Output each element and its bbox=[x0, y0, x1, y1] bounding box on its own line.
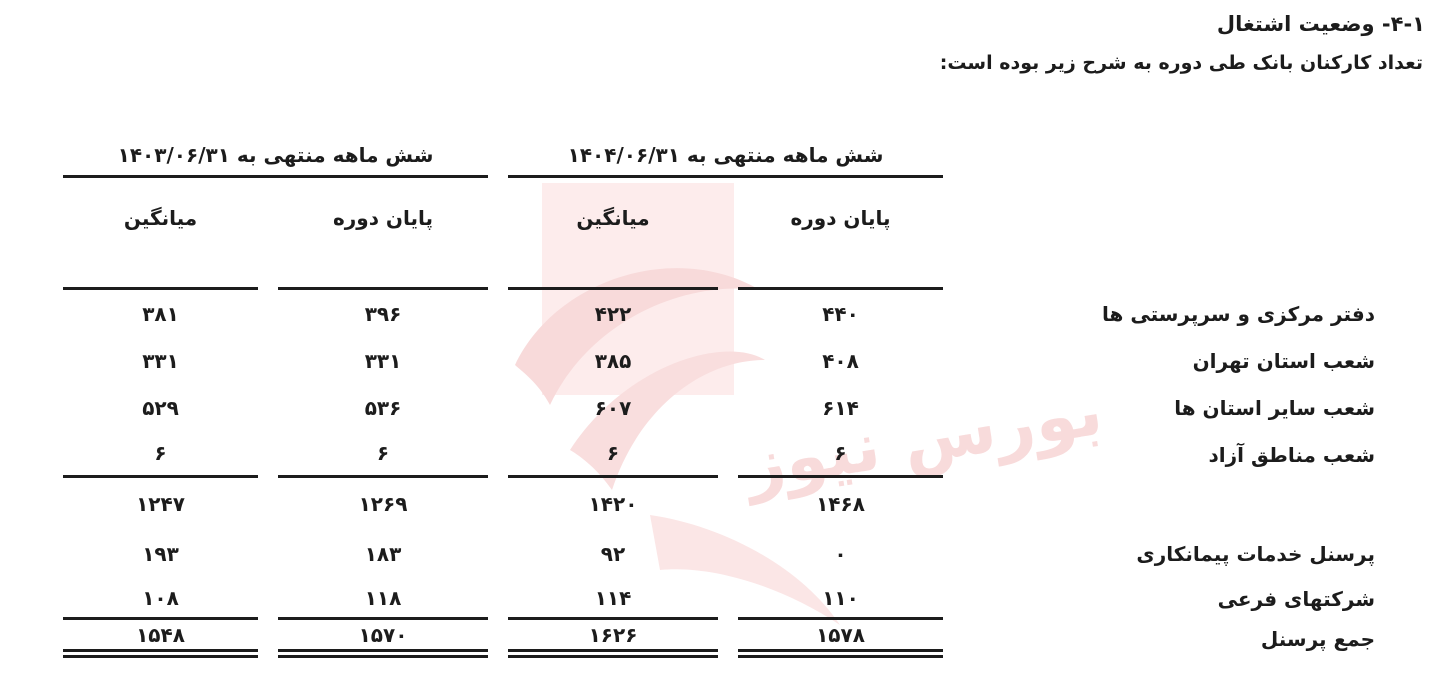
cell-value: ۱۱۰ bbox=[738, 578, 943, 620]
cell-value: ۹۲ bbox=[600, 542, 626, 566]
table-subheader-row: پایان دوره میانگین پایان دوره میانگین bbox=[0, 178, 1443, 290]
row-label: دفتر مرکزی و سرپرستی ها bbox=[1102, 301, 1375, 326]
row-label: شعب استان تهران bbox=[1192, 348, 1375, 373]
group-header-spacer bbox=[963, 130, 1443, 178]
cell-value: ۱۵۷۸ bbox=[738, 620, 943, 658]
row-label bbox=[963, 478, 1443, 530]
cell-value: ۱۲۶۹ bbox=[358, 492, 408, 516]
table-group-header-row: شش ماهه منتهی به ۱۴۰۴/۰۶/۳۱ شش ماهه منته… bbox=[0, 130, 1443, 178]
section-title: ۴-۱- وضعیت اشتغال bbox=[1216, 12, 1425, 36]
cell-value: ۱۹۳ bbox=[142, 542, 179, 566]
cell-value: ۳۸۱ bbox=[142, 301, 179, 326]
cell-value: ۱۵۷۰ bbox=[278, 620, 488, 658]
cell-value: ۱۶۲۶ bbox=[508, 620, 718, 658]
table-row: دفتر مرکزی و سرپرستی ها ۴۴۰ ۴۲۲ ۳۹۶ ۳۸۱ bbox=[0, 290, 1443, 337]
subheader-avg-1403: میانگین bbox=[63, 178, 258, 290]
section-subtitle: تعداد کارکنان بانک طی دوره به شرح زیر بو… bbox=[939, 52, 1423, 74]
cell-value: ۶ bbox=[278, 431, 488, 478]
row-label: جمع پرسنل bbox=[1260, 627, 1375, 651]
cell-value: ۳۹۶ bbox=[364, 301, 402, 326]
subheader-spacer bbox=[963, 178, 1443, 290]
cell-value: ۵۳۶ bbox=[364, 395, 402, 420]
table-subtotal-row: ۱۴۶۸ ۱۴۲۰ ۱۲۶۹ ۱۲۴۷ bbox=[0, 478, 1443, 530]
employment-table: شش ماهه منتهی به ۱۴۰۴/۰۶/۳۱ شش ماهه منته… bbox=[0, 130, 1443, 658]
subheader-avg-1404: میانگین bbox=[508, 178, 718, 290]
table-row: شرکتهای فرعی ۱۱۰ ۱۱۴ ۱۱۸ ۱۰۸ bbox=[0, 578, 1443, 620]
cell-value: ۴۰۸ bbox=[822, 348, 859, 373]
cell-value: ۶۰۷ bbox=[594, 395, 632, 420]
table-row: شعب سایر استان ها ۶۱۴ ۶۰۷ ۵۳۶ ۵۲۹ bbox=[0, 384, 1443, 431]
table-row: شعب مناطق آزاد ۶ ۶ ۶ ۶ bbox=[0, 431, 1443, 478]
subheader-end-1403: پایان دوره bbox=[278, 178, 488, 290]
cell-value: ۱۱۴ bbox=[508, 578, 718, 620]
column-group-1403: شش ماهه منتهی به ۱۴۰۳/۰۶/۳۱ bbox=[63, 130, 488, 178]
cell-value: ۰ bbox=[834, 542, 847, 566]
cell-value: ۱۰۸ bbox=[63, 578, 258, 620]
cell-value: ۶ bbox=[508, 431, 718, 478]
cell-value: ۵۲۹ bbox=[142, 395, 179, 420]
cell-value: ۱۱۸ bbox=[278, 578, 488, 620]
cell-value: ۴۲۲ bbox=[594, 301, 632, 326]
row-label: شعب مناطق آزاد bbox=[1208, 442, 1375, 467]
column-group-1404: شش ماهه منتهی به ۱۴۰۴/۰۶/۳۱ bbox=[508, 130, 943, 178]
row-label: شعب سایر استان ها bbox=[1174, 395, 1375, 420]
table-total-row: جمع پرسنل ۱۵۷۸ ۱۶۲۶ ۱۵۷۰ ۱۵۴۸ bbox=[0, 620, 1443, 658]
cell-value: ۶ bbox=[63, 431, 258, 478]
row-label: پرسنل خدمات پیمانکاری bbox=[1136, 542, 1375, 566]
cell-value: ۶ bbox=[738, 431, 943, 478]
cell-value: ۱۴۲۰ bbox=[588, 492, 638, 516]
cell-value: ۴۴۰ bbox=[822, 301, 859, 326]
table-row: شعب استان تهران ۴۰۸ ۳۸۵ ۳۳۱ ۳۳۱ bbox=[0, 337, 1443, 384]
table-row: پرسنل خدمات پیمانکاری ۰ ۹۲ ۱۸۳ ۱۹۳ bbox=[0, 530, 1443, 578]
cell-value: ۳۳۱ bbox=[142, 348, 179, 373]
subheader-end-1404: پایان دوره bbox=[738, 178, 943, 290]
cell-value: ۳۳۱ bbox=[364, 348, 402, 373]
cell-value: ۳۸۵ bbox=[594, 348, 632, 373]
cell-value: ۶۱۴ bbox=[822, 395, 859, 420]
cell-value: ۱۸۳ bbox=[364, 542, 402, 566]
cell-value: ۱۲۴۷ bbox=[136, 492, 185, 516]
cell-value: ۱۴۶۸ bbox=[816, 492, 865, 516]
row-label: شرکتهای فرعی bbox=[1217, 587, 1375, 611]
cell-value: ۱۵۴۸ bbox=[63, 620, 258, 658]
